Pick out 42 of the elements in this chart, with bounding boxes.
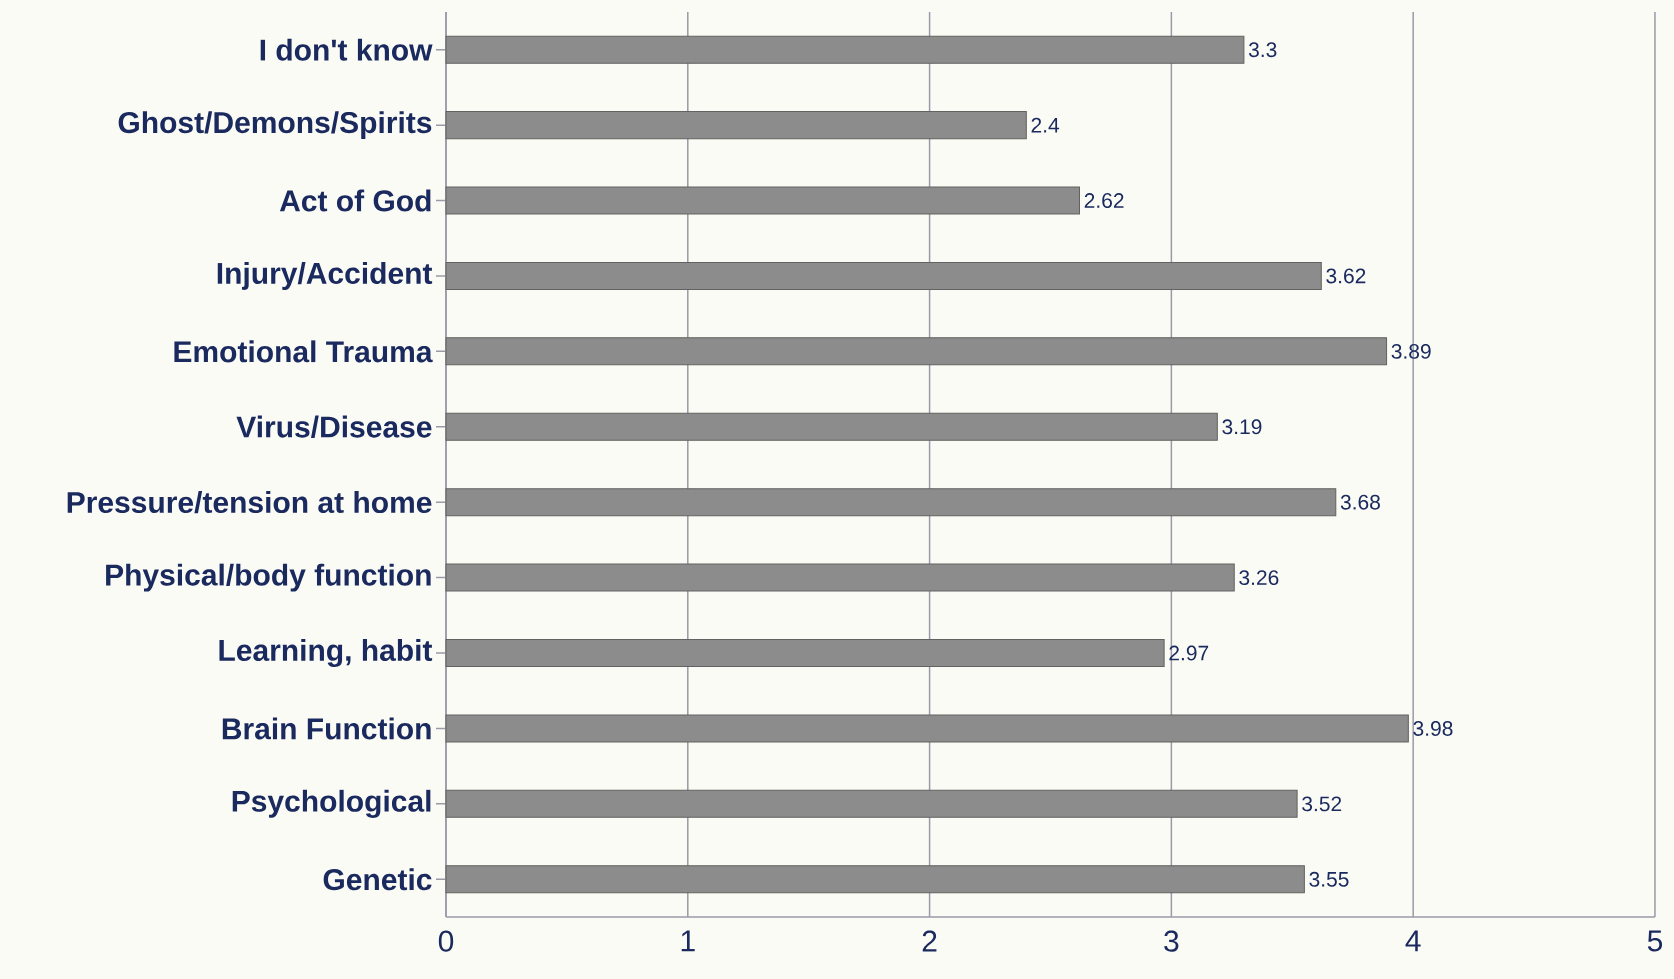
data-label: 2.62 xyxy=(1084,193,1124,208)
bar xyxy=(445,865,1305,894)
y-tick-label: Ghost/Demons/Spirits xyxy=(118,111,432,140)
y-tick-label: Brain Function xyxy=(222,717,431,740)
data-label: 3.3 xyxy=(1248,42,1277,58)
x-tick-label: 2 xyxy=(922,930,937,952)
y-tick-label: I don't know xyxy=(260,38,433,61)
data-label: 3.55 xyxy=(1309,871,1349,887)
y-tick-label: Act of God xyxy=(279,189,431,212)
bar xyxy=(445,261,1322,290)
x-tick-label: 3 xyxy=(1164,930,1179,952)
bar xyxy=(445,789,1298,818)
y-tick-label: Injury/Accident xyxy=(217,261,433,290)
data-label: 3.52 xyxy=(1302,796,1342,812)
x-tick-label: 4 xyxy=(1405,930,1421,952)
data-label: 3.19 xyxy=(1222,419,1262,435)
data-label: 3.26 xyxy=(1239,570,1279,586)
bar xyxy=(445,412,1218,441)
x-tick-label: 1 xyxy=(681,930,695,952)
bar xyxy=(445,111,1027,140)
y-tick-label: Psychological xyxy=(232,789,431,818)
bar xyxy=(445,714,1409,743)
y-tick-label: Virus/Disease xyxy=(236,415,432,438)
y-tick-label: Physical/body function xyxy=(106,563,431,592)
data-label: 2.4 xyxy=(1031,117,1060,133)
x-tick-label: 0 xyxy=(438,930,454,952)
data-label: 3.68 xyxy=(1340,494,1380,510)
y-tick-label: Genetic xyxy=(323,868,432,891)
y-tick-label: Emotional Trauma xyxy=(174,340,433,363)
data-label: 3.62 xyxy=(1326,268,1366,284)
y-tick-label: Learning, habit xyxy=(219,638,433,668)
bar xyxy=(445,186,1080,215)
data-label: 3.98 xyxy=(1413,721,1453,736)
bar xyxy=(445,337,1388,366)
bar xyxy=(445,639,1165,668)
data-label: 2.97 xyxy=(1169,645,1209,661)
bar xyxy=(445,35,1245,64)
x-tick-label: 5 xyxy=(1647,930,1663,952)
y-tick-label: Pressure/tension at home xyxy=(67,491,432,514)
bar xyxy=(445,488,1337,517)
data-label: 3.89 xyxy=(1391,343,1431,359)
bar xyxy=(445,563,1235,592)
